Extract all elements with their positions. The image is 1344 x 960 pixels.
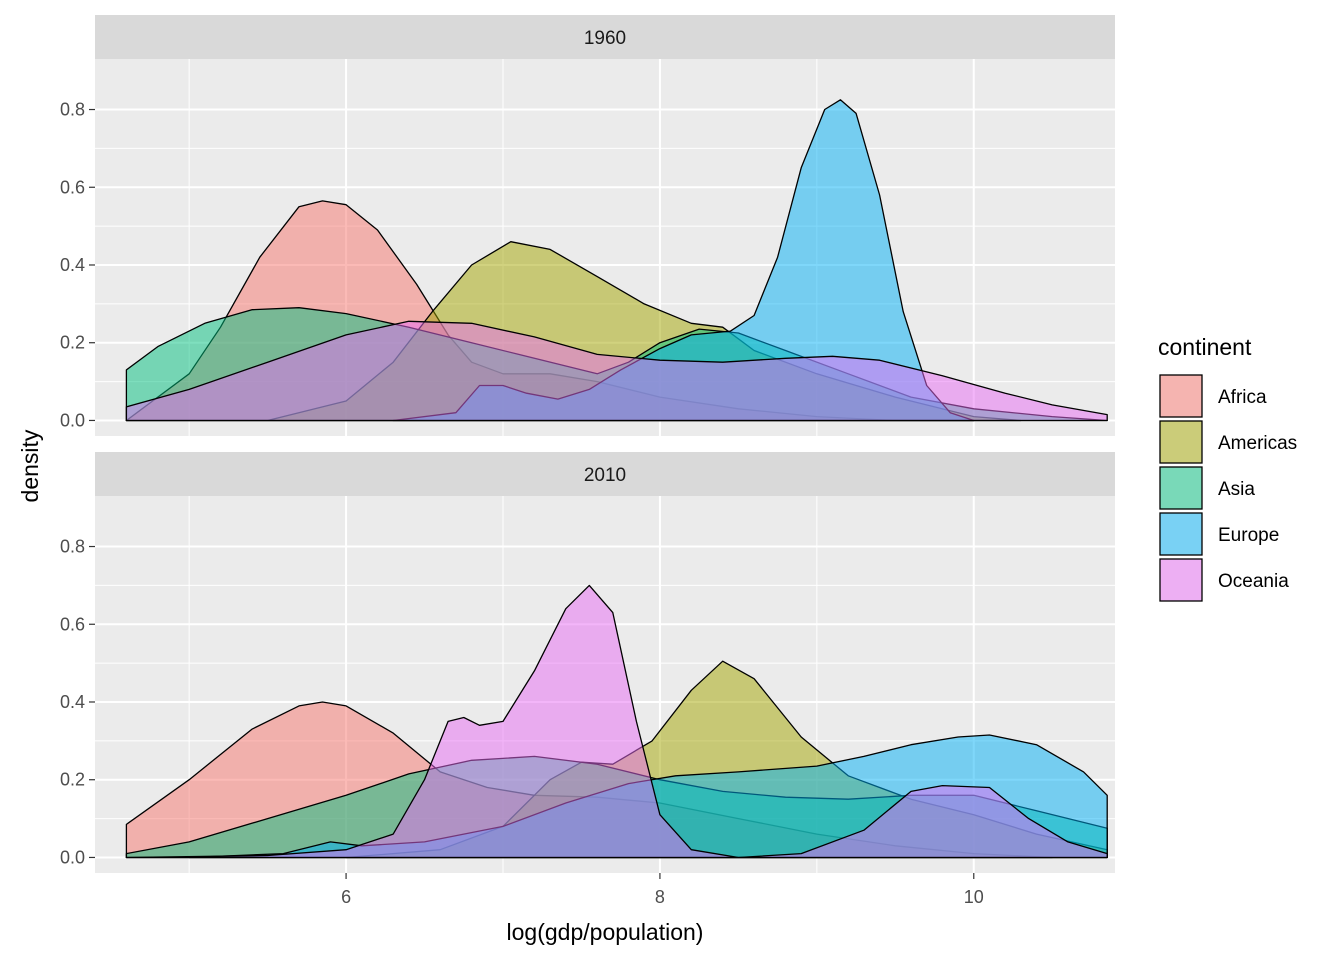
y-axis-title: density	[17, 429, 43, 502]
legend-swatch-oceania	[1159, 558, 1203, 602]
legend-label-europe: Europe	[1218, 525, 1279, 546]
y-tick-label: 0.0	[60, 410, 85, 430]
y-tick-label: 0.8	[60, 537, 85, 557]
legend-label-americas: Americas	[1218, 433, 1297, 454]
density-area-oceania-2010	[125, 584, 1108, 859]
panel-top: 1960 0.0 0.2 0.4 0.6 0.8	[60, 15, 1115, 436]
density-areas-2010	[125, 584, 1108, 859]
facet-strip-2010	[95, 452, 1115, 496]
legend-swatch-asia	[1159, 466, 1203, 510]
y-axis-1960: 0.0 0.2 0.4 0.6 0.8	[60, 100, 95, 430]
legend-swatch-americas	[1159, 420, 1203, 464]
facet-label-2010: 2010	[584, 465, 626, 486]
legend-label-africa: Africa	[1218, 387, 1267, 408]
legend-label-asia: Asia	[1218, 479, 1255, 500]
x-axis: 6 8 10	[341, 873, 984, 907]
x-tick-label: 10	[964, 887, 984, 907]
legend-swatch-africa	[1159, 374, 1203, 418]
density-areas-1960	[125, 99, 1108, 422]
density-area-oceania-1960	[125, 320, 1108, 422]
legend-swatch-europe	[1159, 512, 1203, 556]
y-tick-label: 0.2	[60, 333, 85, 353]
legend-label-oceania: Oceania	[1218, 571, 1289, 592]
y-axis-2010: 0.0 0.2 0.4 0.6 0.8	[60, 537, 95, 867]
x-tick-label: 8	[655, 887, 665, 907]
y-tick-label: 0.6	[60, 177, 85, 197]
x-tick-label: 6	[341, 887, 351, 907]
legend-title: continent	[1158, 334, 1252, 360]
facet-strip-1960	[95, 15, 1115, 59]
facet-label-1960: 1960	[584, 28, 626, 49]
y-tick-label: 0.0	[60, 847, 85, 867]
y-tick-label: 0.6	[60, 614, 85, 634]
panel-bottom: 2010 0.0 0.2 0.4 0.6 0.8	[60, 452, 1115, 873]
y-tick-label: 0.2	[60, 770, 85, 790]
y-tick-label: 0.8	[60, 100, 85, 120]
y-tick-label: 0.4	[60, 692, 85, 712]
legend: continent Africa Americas Asia Europe Oceani…	[1158, 334, 1297, 602]
x-axis-title: log(gdp/population)	[507, 919, 704, 945]
y-tick-label: 0.4	[60, 255, 85, 275]
